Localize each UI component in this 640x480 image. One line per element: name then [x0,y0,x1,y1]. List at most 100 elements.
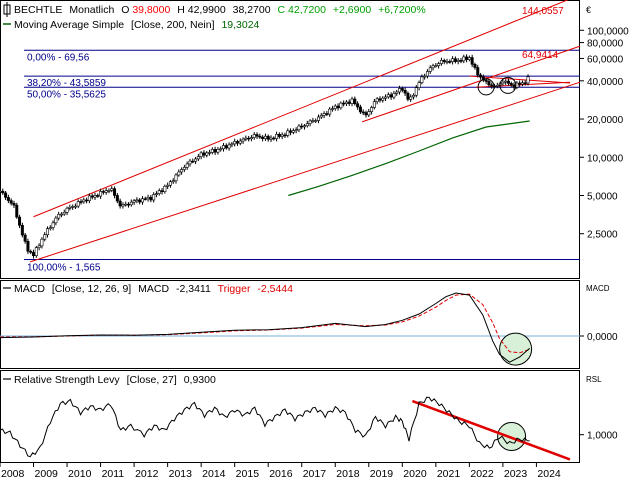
candle-body [152,194,156,201]
candle-body [361,111,365,114]
candle-body [54,217,58,224]
candle-body [372,101,376,108]
svg-text:BECHTLE Monatlich: BECHTLE Monatlich O 39,8000 H 42,9900 38… [14,4,426,16]
candle-body [291,130,295,133]
open-label: O [121,4,129,16]
price-y-tick-label: 20,0000 [587,115,624,126]
macd-header: MACD [Close, 12, 26, 9] MACD -2,3411 Tri… [3,283,610,295]
candle-body [4,192,8,198]
candle-body [490,84,494,87]
candle-body [199,152,203,157]
candle-body [185,163,189,168]
candle-body [328,108,332,115]
candle-body [249,137,253,140]
candle-body [398,88,402,93]
candle-body [235,141,239,144]
candle-body [32,252,36,257]
candle-body [146,196,150,200]
candle-body [364,112,368,116]
candle-body [99,191,103,197]
candle-body [113,188,117,196]
high-label: H [177,4,185,16]
candle-body [115,195,119,202]
candle-body [219,148,223,151]
candle-body [244,137,248,140]
candle-body [85,199,89,202]
candle-body [342,102,346,105]
trigger-value: -2,5444 [257,283,293,295]
candle-body [403,89,407,94]
candle-body [258,135,262,138]
candle-body [308,120,312,124]
candle-body [384,96,388,99]
candle-body [305,123,309,127]
x-tick-label: 2018 [336,468,360,480]
candle-body [400,88,404,91]
candle-body [48,227,52,229]
macd-highlight-circle [499,332,533,366]
candle-body [129,201,133,206]
candle-body [65,207,69,213]
candle-body [465,56,469,60]
candle-body [414,87,418,96]
change-value: +2,6900 [333,4,371,16]
candle-body [241,138,245,142]
candle-body [157,190,161,194]
candle-body [255,134,259,137]
candle-body [370,107,374,112]
ma-params: [Close, 200, Nein] [131,19,215,31]
candle-body [453,58,457,62]
candle-body [437,63,441,66]
candle-body [417,82,421,88]
candle-body [381,97,385,101]
x-tick-label: 2008 [1,468,25,480]
x-tick-label: 2009 [35,468,59,480]
candle-body [6,197,10,201]
rsl-trend-line [411,399,571,461]
candle-body [523,82,527,85]
candle-body [93,195,97,198]
channel-line [33,0,569,218]
candle-body [110,188,114,191]
price-y-tick-label: 10,0000 [587,153,624,164]
candle-body [59,213,63,216]
macd-axis-label: MACD [586,284,610,293]
candle-body [439,60,443,64]
candle-body [442,60,446,62]
candle-body [76,201,80,207]
candle-body [138,199,142,203]
price-header: BECHTLE Monatlich O 39,8000 H 42,9900 38… [3,2,591,31]
fib-level-label: 50,00% - 35,5625 [27,89,106,100]
price-annotation: 144,0557 [522,6,564,17]
candle-body [29,251,33,253]
candle-body [311,120,315,122]
candle-body [45,228,49,236]
x-tick-label: 2010 [68,468,92,480]
candle-body [205,152,209,156]
candle-body [286,130,290,136]
candle-body [506,80,510,84]
candle-body [303,125,307,128]
macd-y-tick-label: 0,0000 [587,332,618,343]
rsl-axis-label: RSL [586,375,602,384]
candle-body [222,145,226,150]
candle-body [300,125,304,128]
candle-body [1,190,5,194]
candle-body [188,160,192,165]
x-tick-label: 2020 [403,468,427,480]
candle-body [210,149,214,153]
candle-body [344,101,348,104]
ma-value: 19,3024 [221,19,259,31]
candle-body [90,195,94,198]
candle-body [37,245,41,248]
candle-body [470,57,474,65]
x-tick-label: 2023 [504,468,528,480]
macd-value: -2,3411 [176,283,211,295]
x-tick-label: 2017 [303,468,327,480]
candle-body [261,136,265,139]
trend-line [469,75,570,84]
candle-body [266,135,270,140]
close-value: 42,7200 [288,4,326,16]
open-value: 39,8000 [132,4,170,16]
candle-body [333,105,337,109]
